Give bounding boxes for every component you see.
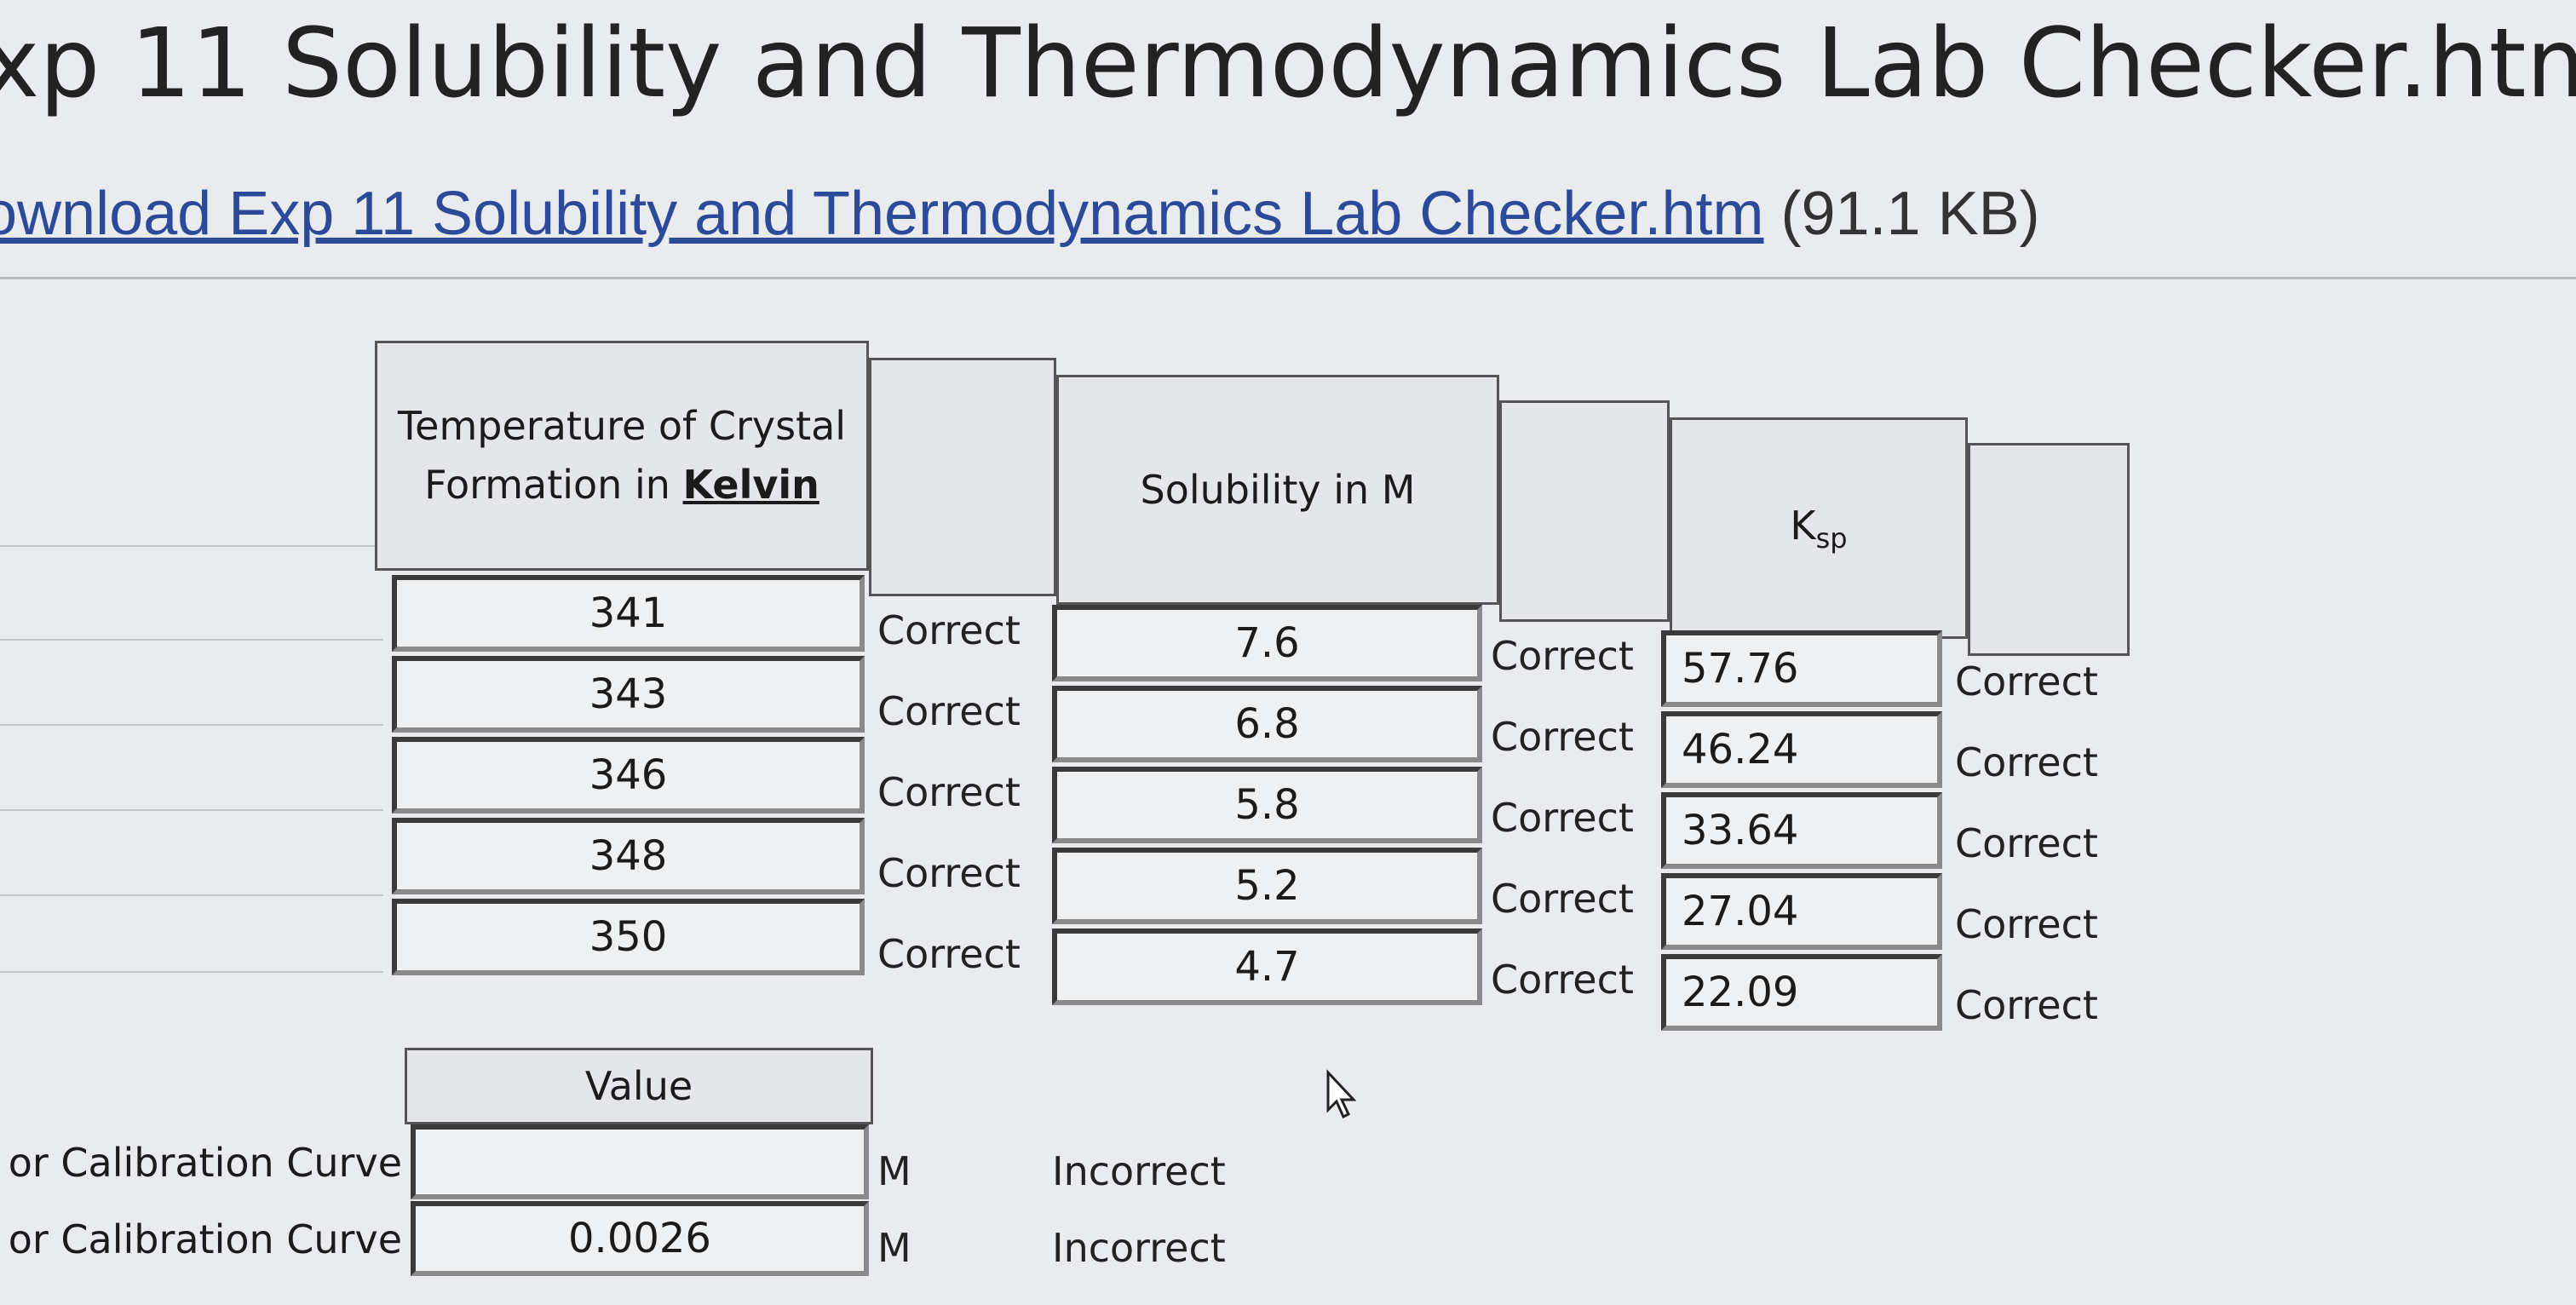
header-cell <box>869 358 1056 596</box>
download-line: ownload Exp 11 Solubility and Thermodyna… <box>0 179 2040 249</box>
grid-line <box>0 639 383 641</box>
page-title: xp 11 Solubility and Thermodynamics Lab … <box>0 9 2576 119</box>
status: Correct <box>877 607 1021 653</box>
ksp-sub: sp <box>1815 522 1848 555</box>
header-cell <box>1499 400 1670 622</box>
download-link[interactable]: ownload Exp 11 Solubility and Thermodyna… <box>0 180 1764 248</box>
status: Correct <box>1955 982 2098 1028</box>
status: Incorrect <box>1052 1225 1226 1271</box>
grid-line <box>0 724 383 726</box>
header-cell: Temperature of Crystal Formation in Kelv… <box>375 341 869 571</box>
status: Correct <box>1955 739 2098 785</box>
solubility-input[interactable]: 7.6 <box>1052 605 1482 681</box>
header-cell: Solubility in M <box>1056 375 1499 605</box>
ksp-input[interactable]: 57.76 <box>1661 630 1942 707</box>
grid-line <box>0 894 383 896</box>
status: Correct <box>1955 901 2098 947</box>
value-input[interactable] <box>411 1124 869 1199</box>
value-input[interactable]: 0.0026 <box>411 1201 869 1276</box>
file-size: (91.1 KB) <box>1780 180 2040 248</box>
header-label: Temperature of Crystal Formation in <box>397 403 847 508</box>
status: Incorrect <box>1052 1148 1226 1194</box>
status: Correct <box>1491 876 1634 922</box>
header-text: Temperature of Crystal Formation in Kelv… <box>377 397 866 515</box>
ksp-input[interactable]: 27.04 <box>1661 873 1942 950</box>
ksp-input[interactable]: 33.64 <box>1661 792 1942 869</box>
status: Correct <box>877 931 1021 977</box>
status: Correct <box>1955 820 2098 866</box>
header-label: Ksp <box>1790 497 1847 559</box>
row-label: or Calibration Curve <box>8 1216 402 1262</box>
ksp-input[interactable]: 22.09 <box>1661 954 1942 1031</box>
status: Correct <box>1491 633 1634 679</box>
ksp: K <box>1790 503 1816 549</box>
solubility-input[interactable]: 4.7 <box>1052 928 1482 1005</box>
temperature-input[interactable]: 348 <box>392 818 865 894</box>
cursor <box>1326 1069 1357 1119</box>
temperature-input[interactable]: 346 <box>392 737 865 813</box>
status: Correct <box>1955 658 2098 704</box>
header-cell <box>1968 443 2130 656</box>
divider <box>0 277 2576 279</box>
header-cell: Value <box>405 1048 873 1124</box>
header-label: Value <box>584 1062 693 1109</box>
solubility-input[interactable]: 5.2 <box>1052 848 1482 924</box>
grid-line <box>0 545 383 547</box>
status: Correct <box>1491 795 1634 841</box>
status: Correct <box>877 688 1021 734</box>
temperature-input[interactable]: 350 <box>392 899 865 975</box>
unit: M <box>877 1225 911 1271</box>
status: Correct <box>877 850 1021 896</box>
temperature-input[interactable]: 343 <box>392 656 865 733</box>
solubility-input[interactable]: 5.8 <box>1052 767 1482 843</box>
header-unit: Kelvin <box>682 462 819 508</box>
header-label: Solubility in M <box>1140 466 1416 513</box>
header-cell: Ksp <box>1670 417 1968 639</box>
grid-line <box>0 971 383 973</box>
unit: M <box>877 1148 911 1194</box>
ksp-input[interactable]: 46.24 <box>1661 711 1942 788</box>
solubility-input[interactable]: 6.8 <box>1052 686 1482 762</box>
temperature-input[interactable]: 341 <box>392 575 865 652</box>
status: Correct <box>1491 957 1634 1003</box>
status: Correct <box>877 769 1021 815</box>
status: Correct <box>1491 714 1634 760</box>
row-label: or Calibration Curve <box>8 1140 402 1186</box>
grid-line <box>0 809 383 811</box>
